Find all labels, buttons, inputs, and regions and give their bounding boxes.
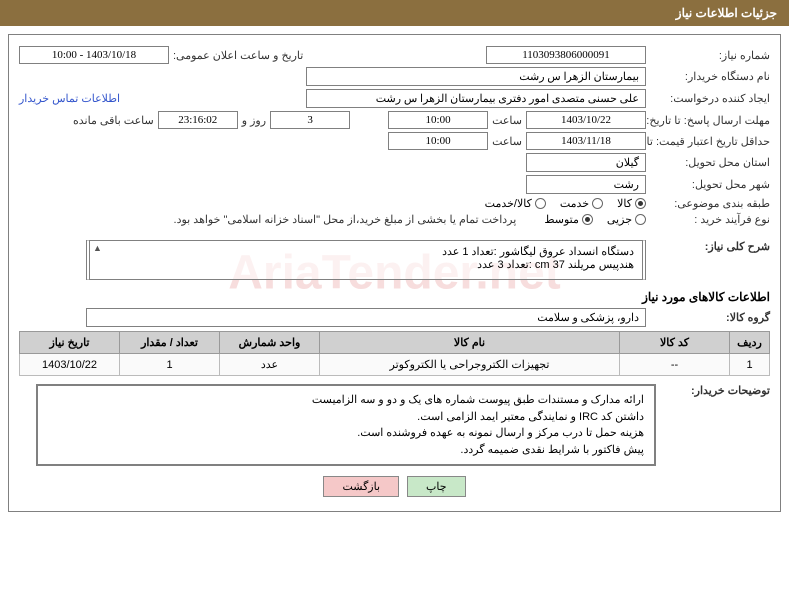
buyer-org-label: نام دستگاه خریدار: xyxy=(650,70,770,83)
announce-datetime-value: 1403/10/18 - 10:00 xyxy=(19,46,169,64)
validity-date-value: 1403/11/18 xyxy=(526,132,646,150)
deadline-date-value: 1403/10/22 xyxy=(526,111,646,129)
radio-icon xyxy=(535,198,546,209)
deadline-time-value: 10:00 xyxy=(388,111,488,129)
need-summary-line1: دستگاه انسداد عروق لیگاشور :تعداد 1 عدد xyxy=(98,245,634,258)
col-name: نام کالا xyxy=(320,332,620,354)
hour-label-2: ساعت xyxy=(492,135,522,148)
city-value: رشت xyxy=(526,175,646,194)
radio-label: خدمت xyxy=(560,197,589,210)
col-code: کد کالا xyxy=(620,332,730,354)
table-row: 1 -- تجهیزات الکتروجراحی یا الکتروکوتر ع… xyxy=(20,354,770,376)
radio-label: کالا xyxy=(617,197,632,210)
city-label: شهر محل تحویل: xyxy=(650,178,770,191)
province-value: گیلان xyxy=(526,153,646,172)
category-radio-group: کالا خدمت کالا/خدمت xyxy=(485,197,646,210)
radio-label: متوسط xyxy=(544,213,579,226)
time-remaining-label: ساعت باقی مانده xyxy=(73,114,154,127)
cell-qty: 1 xyxy=(120,354,220,376)
goods-group-label: گروه کالا: xyxy=(650,311,770,324)
remaining-days-value: 3 xyxy=(270,111,350,129)
print-button[interactable]: چاپ xyxy=(407,476,466,497)
buyer-notes-box: ارائه مدارک و مستندات طبق پیوست شماره ها… xyxy=(36,384,656,466)
need-no-value: 1103093806000091 xyxy=(486,46,646,64)
footer-buttons: چاپ بازگشت xyxy=(19,476,770,497)
buyer-note-line: پیش فاکتور با شرایط نقدی ضمیمه گردد. xyxy=(48,442,644,459)
page-header: جزئیات اطلاعات نیاز xyxy=(0,0,789,26)
requester-value: علی حسنی متصدی امور دفتری بیمارستان الزه… xyxy=(306,89,646,108)
days-and-label: روز و xyxy=(242,114,266,127)
need-no-label: شماره نیاز: xyxy=(650,49,770,62)
category-label: طبقه بندی موضوعی: xyxy=(650,197,770,210)
validity-label: حداقل تاریخ اعتبار قیمت: تا تاریخ: xyxy=(650,135,770,148)
cell-idx: 1 xyxy=(730,354,770,376)
category-radio-goods[interactable]: کالا xyxy=(617,197,646,210)
need-summary-line2: هندپیس مریلند cm 37 :تعداد 3 عدد xyxy=(98,258,634,271)
requester-label: ایجاد کننده درخواست: xyxy=(650,92,770,105)
payment-note: پرداخت تمام یا بخشی از مبلغ خرید،از محل … xyxy=(174,213,517,226)
col-row: ردیف xyxy=(730,332,770,354)
details-panel: AriaTender.net شماره نیاز: 1103093806000… xyxy=(8,34,781,512)
process-radio-group: جزیی متوسط xyxy=(544,213,646,226)
province-label: استان محل تحویل: xyxy=(650,156,770,169)
cell-date: 1403/10/22 xyxy=(20,354,120,376)
goods-info-title: اطلاعات کالاهای مورد نیاز xyxy=(19,290,770,304)
need-summary-box: ▲ دستگاه انسداد عروق لیگاشور :تعداد 1 عد… xyxy=(86,240,646,280)
table-header-row: ردیف کد کالا نام کالا واحد شمارش تعداد /… xyxy=(20,332,770,354)
back-button[interactable]: بازگشت xyxy=(323,476,399,497)
buyer-note-line: داشتن کد IRC و نمایندگی معتبر ایمد الزام… xyxy=(48,409,644,426)
radio-icon xyxy=(592,198,603,209)
process-label: نوع فرآیند خرید : xyxy=(650,213,770,226)
buyer-contact-link[interactable]: اطلاعات تماس خریدار xyxy=(19,92,120,105)
category-radio-service[interactable]: خدمت xyxy=(560,197,603,210)
radio-icon xyxy=(635,214,646,225)
goods-table: ردیف کد کالا نام کالا واحد شمارش تعداد /… xyxy=(19,331,770,376)
process-radio-minor[interactable]: جزیی xyxy=(607,213,646,226)
page-title: جزئیات اطلاعات نیاز xyxy=(676,6,777,20)
col-qty: تعداد / مقدار xyxy=(120,332,220,354)
radio-label: کالا/خدمت xyxy=(485,197,532,210)
category-radio-both[interactable]: کالا/خدمت xyxy=(485,197,546,210)
radio-icon xyxy=(635,198,646,209)
deadline-label: مهلت ارسال پاسخ: تا تاریخ: xyxy=(650,114,770,127)
cell-name: تجهیزات الکتروجراحی یا الکتروکوتر xyxy=(320,354,620,376)
announce-datetime-label: تاریخ و ساعت اعلان عمومی: xyxy=(173,49,303,62)
hour-label-1: ساعت xyxy=(492,114,522,127)
validity-time-value: 10:00 xyxy=(388,132,488,150)
cell-unit: عدد xyxy=(220,354,320,376)
buyer-org-value: بیمارستان الزهرا س رشت xyxy=(306,67,646,86)
buyer-note-line: هزینه حمل تا درب مرکز و ارسال نمونه به ع… xyxy=(48,425,644,442)
cell-code: -- xyxy=(620,354,730,376)
buyer-notes-label: توضیحات خریدار: xyxy=(660,384,770,397)
goods-group-value: دارو، پزشکی و سلامت xyxy=(86,308,646,327)
radio-label: جزیی xyxy=(607,213,632,226)
scroll-up-icon[interactable]: ▲ xyxy=(93,243,102,253)
radio-icon xyxy=(582,214,593,225)
buyer-note-line: ارائه مدارک و مستندات طبق پیوست شماره ها… xyxy=(48,392,644,409)
remaining-time-value: 23:16:02 xyxy=(158,111,238,129)
need-summary-label: شرح کلی نیاز: xyxy=(650,240,770,253)
col-unit: واحد شمارش xyxy=(220,332,320,354)
process-radio-medium[interactable]: متوسط xyxy=(544,213,593,226)
col-date: تاریخ نیاز xyxy=(20,332,120,354)
